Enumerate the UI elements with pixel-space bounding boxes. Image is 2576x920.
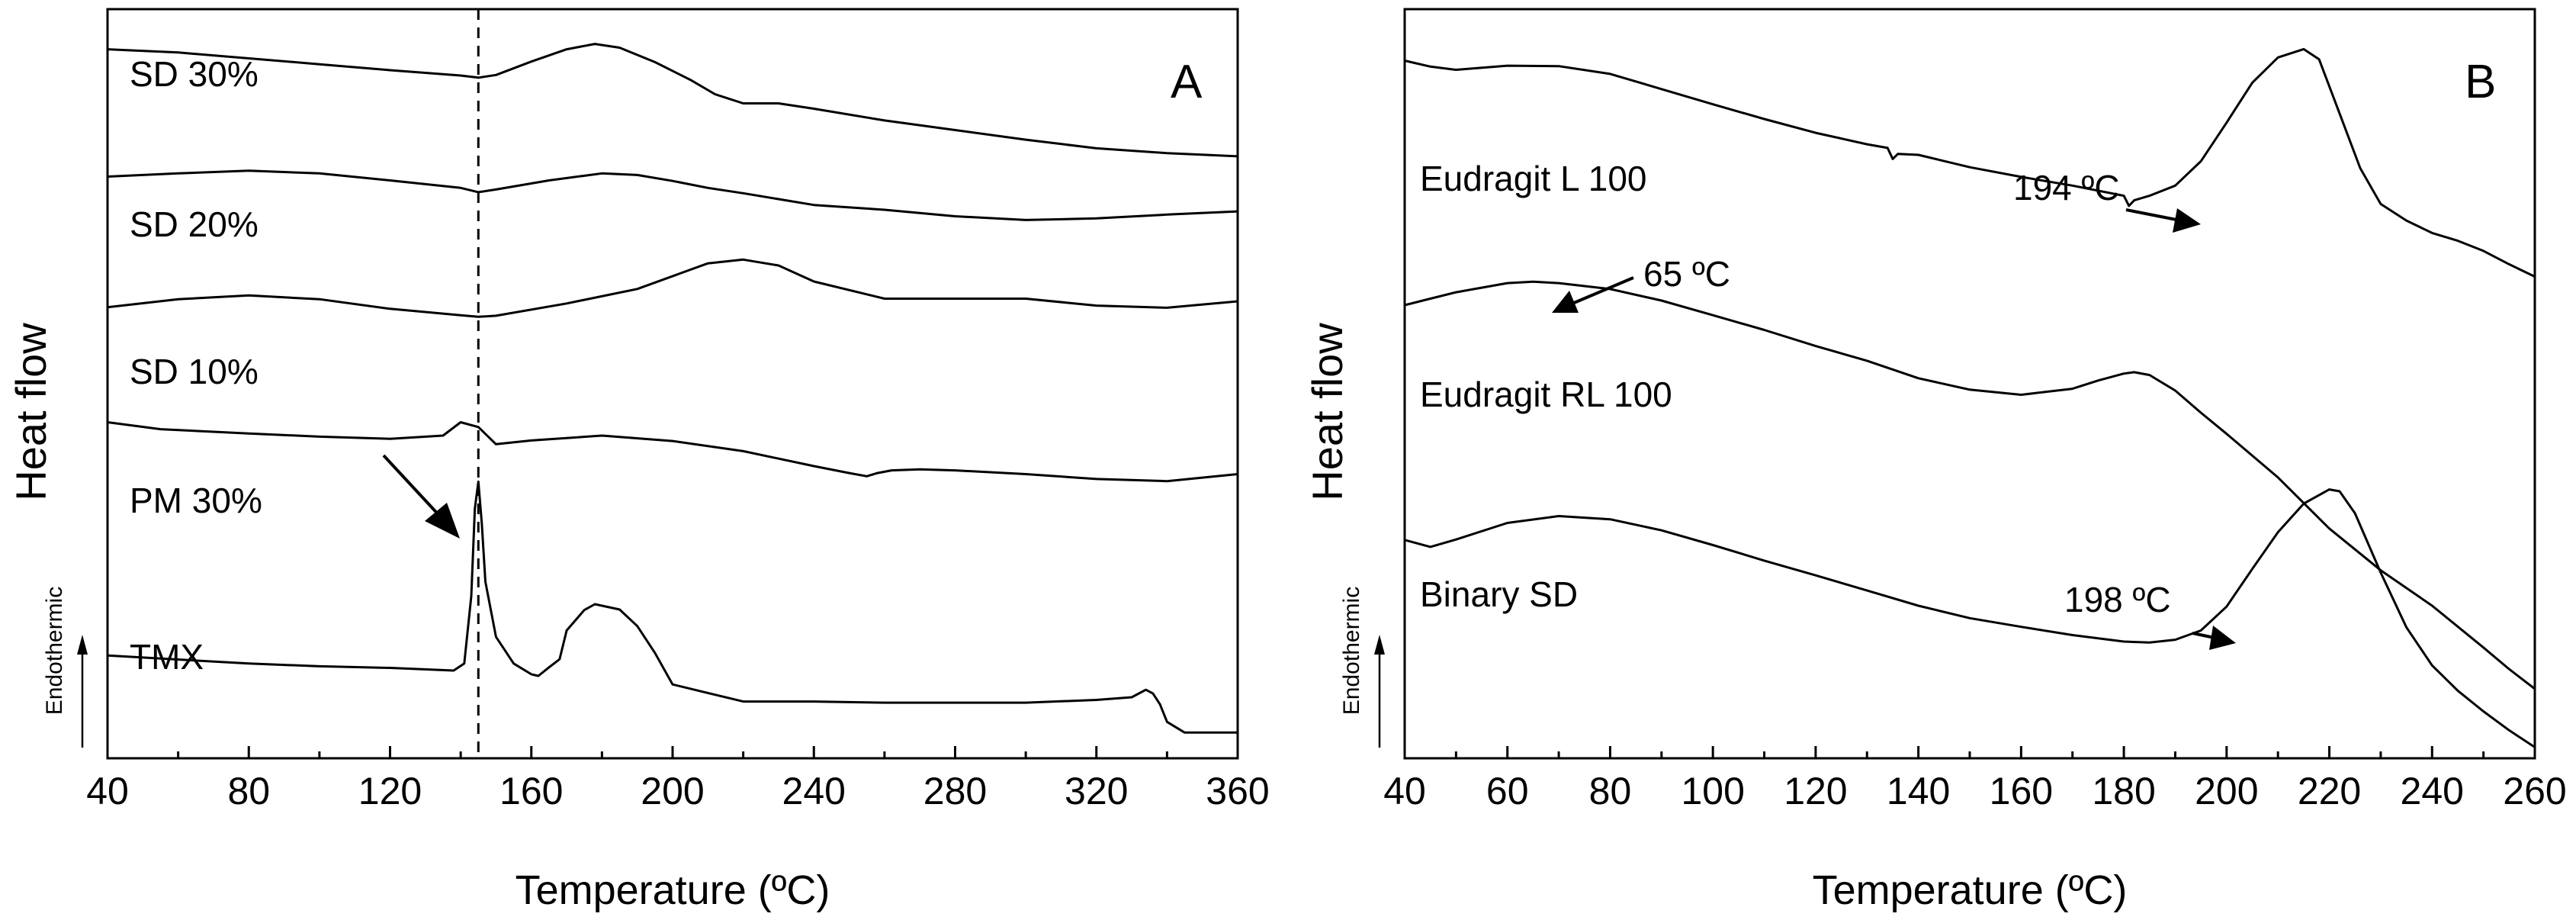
panel-a: 40 80 120 160 200 240 280 320 360 SD 30%SD 20%SD… xyxy=(7,8,1270,913)
panel-b-x-tick-label: 120 xyxy=(1784,770,1847,812)
panel-b-x-tick-label: 40 xyxy=(1383,770,1426,812)
series-label-tmx: TMX xyxy=(130,637,204,677)
panel-a-x-tick-label: 280 xyxy=(923,770,987,812)
panel-a-x-tick-label: 200 xyxy=(641,770,704,812)
panel-a-frame xyxy=(106,8,1239,760)
panel-a-letter: A xyxy=(1171,56,1203,108)
annotation-194c-arrow-head xyxy=(2173,208,2201,233)
panel-b-ticks: 40 60 80 100 120 140 160 180 200 220 240 260 xyxy=(1383,746,2567,812)
series-line-sd-20pct xyxy=(107,169,1238,221)
pm30-arrow xyxy=(382,454,460,539)
panel-b-series xyxy=(1404,47,2536,748)
series-line-tmx xyxy=(107,480,1238,734)
panel-a-series-labels: SD 30% SD 20% SD 10% PM 30% TMX xyxy=(130,54,262,677)
panel-a-x-tick-label: 360 xyxy=(1206,770,1269,812)
panel-a-y-axis-label: Heat flow xyxy=(7,323,55,501)
panel-b-x-tick-label: 180 xyxy=(2092,770,2155,812)
annotation-198c-arrow xyxy=(2192,626,2236,650)
panel-a-ticks: 40 80 120 160 200 240 280 320 360 xyxy=(86,746,1270,812)
series-label-pm-30pct: PM 30% xyxy=(130,481,262,520)
annotation-194c-arrow xyxy=(2125,208,2201,233)
annotation-198c: 198 ºC xyxy=(2064,580,2171,619)
series-line-sd-10pct xyxy=(107,258,1238,318)
panel-a-endothermic-arrow xyxy=(77,635,88,748)
series-label-sd-10pct: SD 10% xyxy=(130,352,259,391)
panel-a-x-tick-label: 160 xyxy=(499,770,563,812)
panel-b: 40 60 80 100 120 140 160 180 200 220 240 260 Eudrag… xyxy=(1303,8,2567,913)
series-line-eudragit-l-100 xyxy=(1404,47,2536,278)
panel-a-x-tick-label: 320 xyxy=(1065,770,1128,812)
annotation-194c: 194 ºC xyxy=(2013,168,2120,207)
panel-b-x-tick-label: 240 xyxy=(2401,770,2464,812)
panel-b-endothermic-arrow xyxy=(1374,635,1385,748)
annotation-65c: 65 ºC xyxy=(1643,254,1730,294)
panel-a-x-tick-label: 120 xyxy=(358,770,422,812)
panel-b-endothermic-label: Endothermic xyxy=(1339,587,1364,715)
annotation-198c-arrow-head xyxy=(2209,626,2236,650)
panel-b-x-tick-label: 220 xyxy=(2298,770,2361,812)
annotation-65c-arrow-head xyxy=(1552,291,1579,313)
series-line-eudragit-rl-100 xyxy=(1404,280,2536,690)
panel-a-x-tick-label: 240 xyxy=(782,770,846,812)
annotation-65c-arrow xyxy=(1552,276,1634,313)
panel-b-x-tick-label: 260 xyxy=(2503,770,2566,812)
panel-b-y-axis-label: Heat flow xyxy=(1303,323,1351,501)
panel-b-x-tick-label: 160 xyxy=(1990,770,2053,812)
panel-b-x-tick-label: 80 xyxy=(1589,770,1632,812)
panel-a-x-axis-label: Temperature (ºC) xyxy=(516,867,830,913)
pm30-arrow-head xyxy=(425,503,460,539)
panel-b-series-labels: Eudragit L 100 Eudragit RL 100 Binary SD xyxy=(1420,159,1672,614)
panel-a-x-tick-label: 80 xyxy=(227,770,270,812)
series-line-pm-30pct xyxy=(107,421,1238,483)
series-line-binary-sd xyxy=(1404,488,2536,748)
panel-b-x-tick-label: 140 xyxy=(1887,770,1950,812)
series-label-binary-sd: Binary SD xyxy=(1420,574,1578,614)
series-label-sd-20pct: SD 20% xyxy=(130,204,259,244)
panel-b-x-tick-label: 200 xyxy=(2195,770,2258,812)
series-label-sd-30pct: SD 30% xyxy=(130,54,259,94)
series-label-eudragit-l-100: Eudragit L 100 xyxy=(1420,159,1647,198)
series-line-sd-30pct xyxy=(107,43,1238,158)
panel-b-x-axis-label: Temperature (ºC) xyxy=(1813,867,2128,913)
series-label-eudragit-rl-100: Eudragit RL 100 xyxy=(1420,375,1672,414)
panel-a-series xyxy=(107,43,1238,734)
panel-b-x-tick-label: 100 xyxy=(1681,770,1744,812)
panel-b-x-tick-label: 60 xyxy=(1486,770,1529,812)
panel-b-letter: B xyxy=(2465,56,2496,108)
panel-a-endothermic-label: Endothermic xyxy=(42,587,67,715)
panel-a-x-tick-label: 40 xyxy=(86,770,129,812)
